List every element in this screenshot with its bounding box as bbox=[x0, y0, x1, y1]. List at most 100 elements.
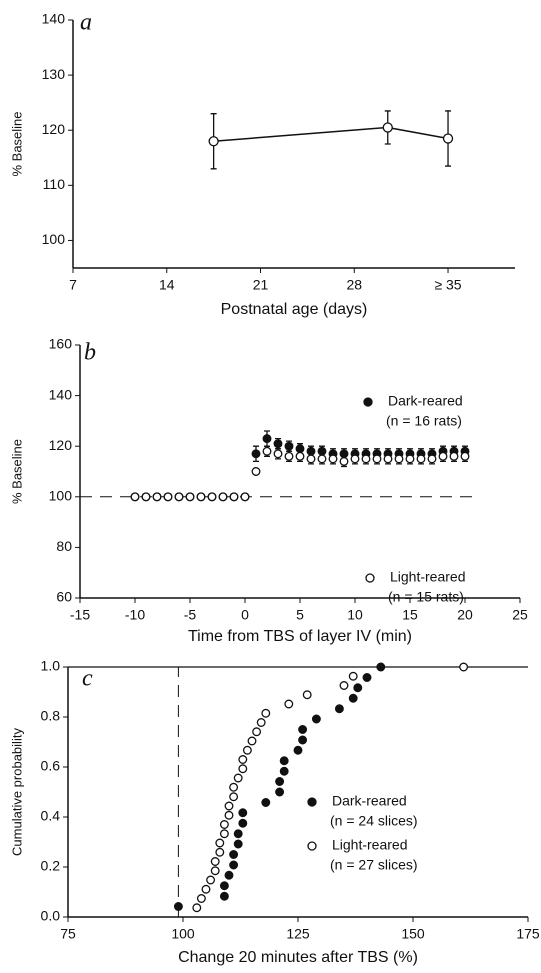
data-point bbox=[219, 881, 229, 891]
legend-marker bbox=[365, 573, 375, 583]
data-point bbox=[334, 704, 344, 714]
y-tick-label: 60 bbox=[56, 589, 72, 605]
legend-note: (n = 27 slices) bbox=[330, 857, 418, 873]
data-point bbox=[224, 801, 234, 811]
data-point bbox=[442, 133, 454, 144]
data-point bbox=[219, 820, 229, 829]
data-point bbox=[141, 492, 151, 502]
data-point bbox=[298, 725, 308, 734]
x-tick-label: 20 bbox=[457, 607, 473, 623]
data-point bbox=[273, 449, 283, 459]
data-point bbox=[353, 683, 363, 693]
data-point bbox=[240, 492, 250, 502]
x-tick-label: 75 bbox=[60, 926, 76, 942]
x-tick-label: 175 bbox=[516, 926, 540, 942]
panel-label: a bbox=[80, 10, 92, 36]
data-point bbox=[293, 745, 303, 755]
data-point bbox=[350, 454, 360, 464]
x-tick-label: 10 bbox=[347, 607, 363, 623]
data-point bbox=[229, 860, 239, 870]
data-point bbox=[279, 766, 289, 776]
data-point bbox=[233, 839, 243, 849]
x-tick-label: 28 bbox=[346, 277, 362, 293]
y-tick-label: 0.2 bbox=[41, 858, 61, 874]
data-point bbox=[252, 727, 262, 737]
y-tick-label: 140 bbox=[42, 11, 66, 27]
legend-note: (n = 16 rats) bbox=[386, 413, 462, 429]
data-point bbox=[273, 439, 283, 449]
data-point bbox=[275, 787, 285, 797]
data-point bbox=[275, 777, 285, 786]
x-tick-label: -15 bbox=[70, 607, 90, 623]
data-point bbox=[242, 745, 252, 755]
y-axis-label: % Baseline bbox=[9, 111, 24, 176]
data-point bbox=[438, 451, 448, 461]
data-point bbox=[229, 792, 239, 802]
y-tick-label: 1.0 bbox=[41, 658, 61, 674]
data-point bbox=[215, 847, 225, 857]
data-point bbox=[261, 708, 271, 718]
data-point bbox=[219, 829, 229, 839]
y-tick-label: 0.8 bbox=[41, 708, 61, 724]
y-tick-label: 120 bbox=[42, 121, 66, 137]
data-point bbox=[251, 449, 261, 459]
x-tick-label: 7 bbox=[69, 277, 77, 293]
data-point bbox=[361, 454, 371, 464]
legend-marker bbox=[307, 797, 317, 807]
x-tick-label: 0 bbox=[241, 607, 249, 623]
data-point bbox=[163, 492, 173, 502]
data-point bbox=[460, 451, 470, 461]
legend-label: Dark-reared bbox=[332, 793, 407, 809]
data-point bbox=[298, 735, 308, 745]
y-tick-label: 0.4 bbox=[41, 808, 61, 824]
data-point bbox=[348, 693, 358, 703]
x-tick-label: 21 bbox=[253, 277, 269, 293]
data-point bbox=[284, 699, 294, 709]
x-tick-label: 100 bbox=[171, 926, 195, 942]
data-point bbox=[279, 756, 289, 766]
y-tick-label: 110 bbox=[43, 176, 66, 192]
data-point bbox=[219, 891, 229, 901]
x-tick-label: -5 bbox=[184, 607, 197, 623]
x-tick-label: -10 bbox=[125, 607, 145, 623]
legend-label: Light-reared bbox=[390, 569, 466, 585]
data-point bbox=[192, 903, 202, 913]
x-tick-label: 5 bbox=[296, 607, 304, 623]
data-point bbox=[229, 782, 239, 792]
legend-note: (n = 15 rats) bbox=[388, 589, 464, 605]
data-point bbox=[383, 454, 393, 464]
data-point bbox=[302, 690, 312, 700]
legend-label: Dark-reared bbox=[388, 393, 463, 409]
data-point bbox=[256, 718, 266, 727]
data-point bbox=[152, 492, 162, 502]
y-tick-label: 0.6 bbox=[41, 758, 61, 774]
x-tick-label: ≥ 35 bbox=[434, 277, 461, 293]
data-point bbox=[224, 810, 234, 820]
x-tick-label: 15 bbox=[402, 607, 418, 623]
data-point bbox=[339, 681, 349, 690]
x-tick-label: 150 bbox=[401, 926, 425, 942]
data-point bbox=[233, 829, 243, 839]
data-point bbox=[348, 671, 358, 681]
y-tick-label: 130 bbox=[42, 66, 66, 82]
legend-label: Light-reared bbox=[332, 837, 408, 853]
x-axis-label: Time from TBS of layer IV (min) bbox=[188, 628, 412, 645]
data-point bbox=[328, 454, 338, 464]
data-point bbox=[238, 808, 248, 818]
y-axis-label: % Baseline bbox=[9, 439, 24, 504]
data-point bbox=[185, 492, 195, 502]
data-point bbox=[295, 451, 305, 461]
data-point bbox=[229, 492, 239, 502]
data-point bbox=[224, 870, 234, 880]
data-point bbox=[262, 434, 272, 444]
data-point bbox=[130, 492, 140, 502]
data-point bbox=[238, 755, 248, 764]
data-point bbox=[306, 454, 316, 464]
data-point bbox=[394, 454, 404, 464]
data-point bbox=[207, 492, 217, 502]
legend-marker bbox=[363, 397, 373, 407]
data-point bbox=[210, 866, 220, 876]
y-tick-label: 160 bbox=[49, 336, 73, 352]
